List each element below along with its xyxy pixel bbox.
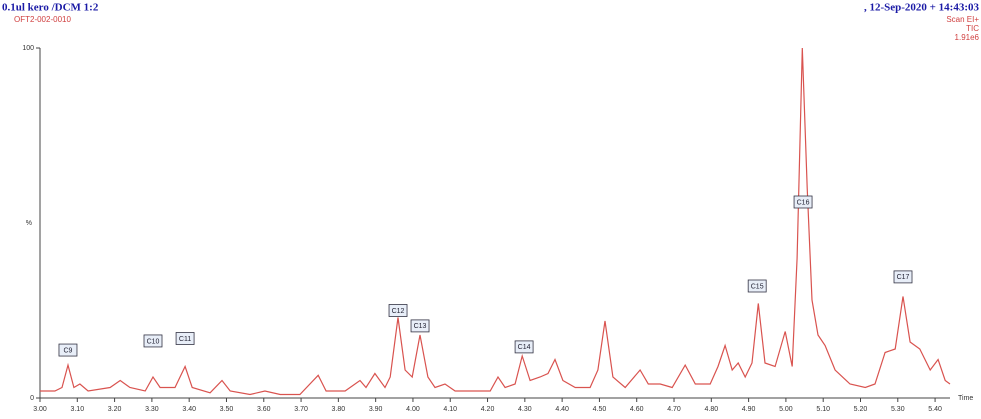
x-tick-label: 3.90 [369,406,383,413]
peak-label-box [747,279,767,293]
date: , 12-Sep-2020 + 14:43:03 [864,2,980,14]
y-tick-label: 0 [30,395,34,402]
peak-label: C14 [518,344,531,351]
x-tick-label: 4.10 [443,406,457,413]
x-tick-label: 3.50 [220,406,234,413]
peak-label: C10 [147,338,160,345]
x-tick-label: 5.20 [854,406,868,413]
x-tick-label: 4.60 [630,406,644,413]
x-tick-label: 3.70 [294,406,308,413]
x-tick-label: 3.00 [33,406,47,413]
x-tick-label: 4.40 [555,406,569,413]
peak-label: C9 [63,347,72,354]
scan: Scan EI+ [946,15,979,24]
x-tick-label: 3.80 [332,406,346,413]
x-tick-label: 4.20 [481,406,495,413]
title: 0.1ul kero /DCM 1:2 [2,2,99,14]
peak-label-box [175,332,195,345]
x-tick-label: 4.70 [667,406,681,413]
x-tick-label: 5.10 [816,406,830,413]
x-tick-label: 3.10 [70,406,84,413]
x-tick-label: 5.40 [928,406,942,413]
x-tick-label: 4.90 [742,406,756,413]
x-tick-label: 3.60 [257,406,271,413]
peak-label-box [793,195,813,209]
peak-label: C17 [897,274,910,281]
peak-label-box [514,340,534,354]
x-tick-label: 5.00 [779,406,793,413]
peak-label: C16 [797,199,810,206]
x-tick-label: 3.40 [182,406,196,413]
peak-label-box [143,334,163,348]
y-tick-label: 100 [22,45,34,52]
x-label: Time [958,395,973,402]
x-tick-label: 4.30 [518,406,532,413]
x-tick-label: 4.80 [704,406,718,413]
x-tick-label: 3.20 [108,406,122,413]
x-tick-label: 4.00 [406,406,420,413]
x-tick-label: 4.50 [593,406,607,413]
subtitle: OFT2-002-0010 [14,15,71,24]
peak-label-box [410,319,430,333]
peak-label-box [893,270,913,284]
y-label: % [26,220,32,227]
tic-trace [40,47,951,396]
peak-label-box [388,304,408,317]
x-tick-label: 3.30 [145,406,159,413]
peak-label: C15 [751,283,764,290]
peak-label: C11 [179,336,191,343]
x-tick-label: 5.30 [891,406,905,413]
intensity: 1.91e6 [955,33,980,42]
peak-label: C13 [414,323,427,330]
peak-label-box [58,343,78,357]
peak-label: C12 [392,308,405,315]
trace: TIC [966,24,979,33]
